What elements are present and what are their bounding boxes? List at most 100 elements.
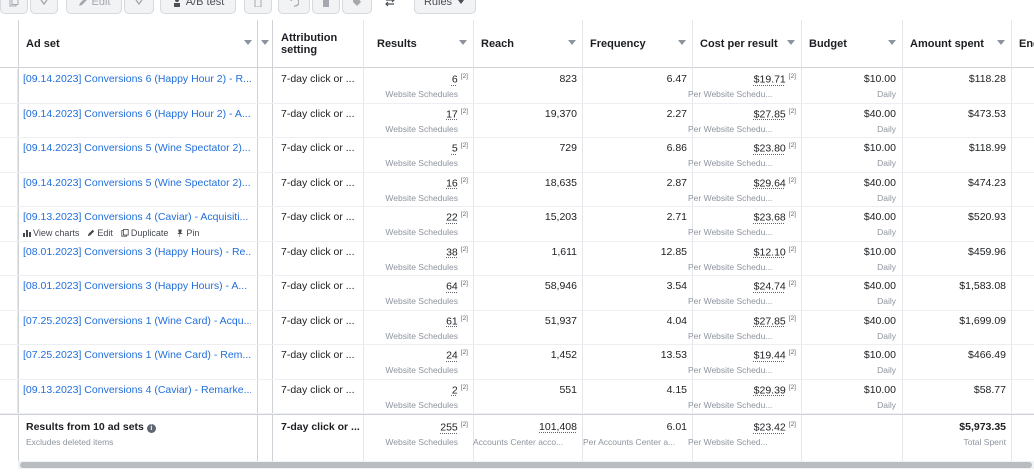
attribution-cell: 7-day click or ... bbox=[281, 384, 355, 396]
header-ad-set[interactable]: Ad set bbox=[18, 20, 258, 68]
header-attribution[interactable]: Attribution setting bbox=[273, 20, 363, 68]
table-row[interactable]: [09.14.2023] Conversions 5 (Wine Spectat… bbox=[0, 173, 1034, 208]
header-frequency[interactable]: Frequency bbox=[582, 20, 692, 68]
table-row[interactable]: [09.13.2023] Conversions 4 (Caviar) - Ac… bbox=[0, 207, 1034, 242]
ad-set-name-link[interactable]: [07.25.2023] Conversions 1 (Wine Card) -… bbox=[23, 349, 251, 361]
undo-button[interactable] bbox=[278, 0, 310, 14]
footnote-marker: [2] bbox=[461, 421, 468, 428]
ad-set-name-link[interactable]: [08.01.2023] Conversions 3 (Happy Hours)… bbox=[23, 280, 251, 292]
view-charts-action[interactable]: View charts bbox=[23, 228, 79, 238]
cpr-value[interactable]: $29.39 bbox=[754, 384, 786, 396]
compare-button[interactable] bbox=[376, 0, 404, 14]
ad-set-name-link[interactable]: [09.14.2023] Conversions 6 (Happy Hour 2… bbox=[23, 73, 251, 85]
ad-set-name-link[interactable]: [09.13.2023] Conversions 4 (Caviar) - Ac… bbox=[23, 211, 251, 223]
results-value[interactable]: 24 bbox=[446, 350, 458, 362]
attribution-cell: 7-day click or ... bbox=[281, 211, 355, 223]
results-value[interactable]: 6 bbox=[452, 74, 458, 86]
duplicate-action[interactable]: Duplicate bbox=[121, 228, 169, 238]
sort-icon[interactable] bbox=[459, 40, 467, 45]
summary-title: Results from 10 ad sets i bbox=[26, 421, 156, 433]
header-results[interactable]: Results bbox=[369, 20, 473, 68]
cpr-value[interactable]: $24.74 bbox=[754, 281, 786, 293]
results-value[interactable]: 64 bbox=[446, 281, 458, 293]
scrollbar-thumb[interactable] bbox=[20, 462, 1032, 468]
cpr-value[interactable]: $23.68 bbox=[754, 212, 786, 224]
row-checkbox-cell[interactable] bbox=[0, 345, 18, 379]
ad-set-name-link[interactable]: [09.14.2023] Conversions 6 (Happy Hour 2… bbox=[23, 108, 251, 120]
cpr-value[interactable]: $19.44 bbox=[754, 350, 786, 362]
table-row[interactable]: [09.14.2023] Conversions 5 (Wine Spectat… bbox=[0, 138, 1034, 173]
table-row[interactable]: [09.14.2023] Conversions 6 (Happy Hour 2… bbox=[0, 104, 1034, 139]
table-row[interactable]: [08.01.2023] Conversions 3 (Happy Hours)… bbox=[0, 276, 1034, 311]
cpr-cell: $29.39 [2] bbox=[754, 384, 796, 397]
frequency-cell: 12.85 bbox=[661, 246, 687, 258]
trash-button[interactable] bbox=[312, 0, 340, 14]
cpr-value[interactable]: $12.10 bbox=[754, 246, 786, 258]
duplicate-button[interactable] bbox=[0, 0, 28, 14]
cpr-value[interactable]: $27.85 bbox=[754, 315, 786, 327]
ad-set-name-link[interactable]: [09.14.2023] Conversions 5 (Wine Spectat… bbox=[23, 177, 251, 189]
sort-icon[interactable] bbox=[244, 40, 252, 45]
delete-button[interactable] bbox=[244, 0, 272, 14]
cpr-sub: Per Website Schedu... bbox=[688, 262, 784, 272]
header-budget[interactable]: Budget bbox=[801, 20, 902, 68]
duplicate-dropdown-button[interactable] bbox=[30, 0, 58, 14]
results-value[interactable]: 5 bbox=[452, 143, 458, 155]
ad-set-name-link[interactable]: [07.25.2023] Conversions 1 (Wine Card) -… bbox=[23, 315, 251, 327]
row-checkbox-cell[interactable] bbox=[0, 138, 18, 172]
info-icon[interactable]: i bbox=[147, 424, 156, 433]
sort-icon[interactable] bbox=[888, 40, 896, 45]
edit-button[interactable]: Edit bbox=[66, 0, 122, 14]
table-row[interactable]: [08.01.2023] Conversions 3 (Happy Hours)… bbox=[0, 242, 1034, 277]
header-cost-per-result[interactable]: Cost per result bbox=[692, 20, 801, 68]
header-ends[interactable]: End bbox=[1011, 20, 1034, 68]
results-value[interactable]: 38 bbox=[446, 246, 458, 258]
results-value[interactable]: 22 bbox=[446, 212, 458, 224]
results-cell: 16 [2] bbox=[446, 177, 468, 190]
table-row[interactable]: [07.25.2023] Conversions 1 (Wine Card) -… bbox=[0, 345, 1034, 380]
row-checkbox-cell[interactable] bbox=[0, 242, 18, 276]
pin-action[interactable]: Pin bbox=[176, 228, 199, 238]
row-checkbox-cell[interactable] bbox=[0, 311, 18, 345]
tag-button[interactable] bbox=[342, 0, 372, 14]
header-amount-spent[interactable]: Amount spent bbox=[902, 20, 1011, 68]
column-resize-handle[interactable] bbox=[258, 20, 273, 68]
footnote-marker: [2] bbox=[461, 315, 468, 322]
summary-results-value[interactable]: 255 bbox=[440, 422, 458, 434]
header-results-label: Results bbox=[377, 38, 417, 50]
table-row[interactable]: [07.25.2023] Conversions 1 (Wine Card) -… bbox=[0, 311, 1034, 346]
results-value[interactable]: 2 bbox=[452, 384, 458, 396]
ab-test-button[interactable]: A/B test bbox=[160, 0, 236, 14]
ad-set-name-link[interactable]: [09.14.2023] Conversions 5 (Wine Spectat… bbox=[23, 142, 251, 154]
horizontal-scrollbar[interactable] bbox=[18, 461, 1034, 469]
edit-dropdown-button[interactable] bbox=[124, 0, 154, 14]
row-checkbox-cell[interactable] bbox=[0, 104, 18, 138]
ad-set-name-link[interactable]: [08.01.2023] Conversions 3 (Happy Hours)… bbox=[23, 246, 251, 258]
row-checkbox-cell[interactable] bbox=[0, 276, 18, 310]
table-row[interactable]: [09.14.2023] Conversions 6 (Happy Hour 2… bbox=[0, 69, 1034, 104]
header-reach[interactable]: Reach bbox=[473, 20, 582, 68]
cpr-value[interactable]: $23.80 bbox=[754, 143, 786, 155]
edit-action[interactable]: Edit bbox=[87, 228, 113, 238]
sort-icon[interactable] bbox=[261, 40, 269, 45]
summary-cpr-value[interactable]: $23.42 bbox=[754, 422, 786, 434]
results-value[interactable]: 61 bbox=[446, 315, 458, 327]
row-checkbox-cell[interactable] bbox=[0, 380, 18, 414]
sort-icon[interactable] bbox=[568, 40, 576, 45]
results-value[interactable]: 17 bbox=[446, 108, 458, 120]
cpr-value[interactable]: $27.85 bbox=[754, 108, 786, 120]
summary-reach-value[interactable]: 101,408 bbox=[539, 421, 577, 433]
sort-icon[interactable] bbox=[678, 40, 686, 45]
table-row[interactable]: [09.13.2023] Conversions 4 (Caviar) - Re… bbox=[0, 380, 1034, 415]
budget-sub: Daily bbox=[877, 193, 896, 203]
ad-set-name-link[interactable]: [09.13.2023] Conversions 4 (Caviar) - Re… bbox=[23, 384, 251, 396]
results-value[interactable]: 16 bbox=[446, 177, 458, 189]
row-checkbox-cell[interactable] bbox=[0, 69, 18, 103]
rules-button[interactable]: Rules bbox=[414, 0, 476, 14]
cpr-value[interactable]: $19.71 bbox=[754, 74, 786, 86]
sort-icon[interactable] bbox=[787, 40, 795, 45]
row-checkbox-cell[interactable] bbox=[0, 207, 18, 241]
row-checkbox-cell[interactable] bbox=[0, 173, 18, 207]
sort-icon[interactable] bbox=[997, 40, 1005, 45]
cpr-value[interactable]: $29.64 bbox=[754, 177, 786, 189]
